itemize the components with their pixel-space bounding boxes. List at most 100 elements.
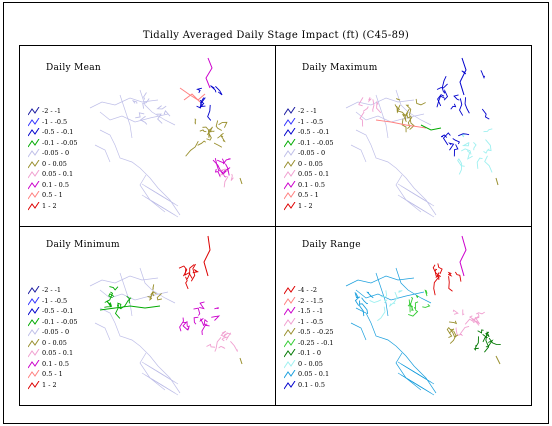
legend-label: -2 - -1 <box>298 107 317 115</box>
legend-label: -2 - -1 <box>42 107 61 115</box>
legend-swatch-icon <box>28 117 40 126</box>
bay-mesh <box>159 205 179 218</box>
legend-swatch-icon <box>28 170 40 179</box>
bay-mesh <box>159 194 179 207</box>
channel-segment <box>142 98 150 109</box>
legend-label: -0.05 - 0 <box>42 149 70 157</box>
legend-item: -0.05 - 0 <box>28 327 78 338</box>
bay-channel <box>375 94 389 139</box>
channel-segment <box>239 177 243 185</box>
channel-segment <box>369 299 382 304</box>
channel-segment <box>196 97 206 109</box>
channel-segment <box>223 332 228 338</box>
channel-segment <box>415 98 426 106</box>
channel-segment <box>218 121 228 128</box>
legend-item: -0.5 - -0.1 <box>28 127 78 138</box>
bay-channel <box>139 167 181 216</box>
channel-segment <box>239 357 243 365</box>
channel-segment <box>139 115 148 125</box>
channel-segment <box>222 158 231 165</box>
channel-segment <box>434 268 438 277</box>
legend-label: -0.05 - 0 <box>42 328 70 336</box>
legend-item: -0.5 - -0.25 <box>284 327 334 338</box>
legend-swatch-icon <box>28 296 40 305</box>
channel-segment <box>185 276 189 290</box>
channel-segment <box>475 311 485 315</box>
channel-segment <box>388 302 394 307</box>
legend-swatch-icon <box>284 328 296 337</box>
channel-segment <box>206 132 212 141</box>
channel-segment <box>459 98 464 116</box>
channel-segment <box>452 138 460 145</box>
panel-title-daily-mean: Daily Mean <box>46 63 101 73</box>
channel-segment <box>190 263 196 282</box>
channel-segment <box>461 142 470 147</box>
channel-segment <box>358 97 364 107</box>
legend-label: 0.1 - 0.5 <box>298 180 326 189</box>
legend-swatch-icon <box>284 191 296 200</box>
legend-swatch-icon <box>28 370 40 379</box>
channel-segment <box>362 106 369 112</box>
channel-segment <box>449 330 457 344</box>
legend-swatch-icon <box>284 149 296 158</box>
channel-segment <box>473 142 477 151</box>
legend-swatch-icon <box>28 191 40 200</box>
channel-segment <box>473 316 480 325</box>
legend-label: 0 - 0.05 <box>298 159 323 168</box>
channel-segment <box>432 264 441 277</box>
bay-channel <box>395 267 432 304</box>
channel-segment <box>441 75 447 93</box>
channel-segment <box>464 97 470 114</box>
channel-segment <box>462 309 465 316</box>
legend-item: -0.5 - -0.1 <box>28 306 78 317</box>
channel-segment <box>217 134 224 139</box>
legend-label: -0.25 - -0.1 <box>298 338 334 347</box>
channel-segment <box>193 316 199 325</box>
legend-swatch-icon <box>284 370 296 379</box>
legend-item: 0.5 - 1 <box>28 190 78 201</box>
channel-segment <box>483 128 493 133</box>
legend-item: -2 - -1 <box>28 285 78 296</box>
channel-segment <box>354 293 360 306</box>
legend-daily-maximum: -2 - -1 -1 - -0.5 -0.5 - -0.1 -0.1 - -0.05 -… <box>284 106 334 211</box>
channel-segment <box>366 291 374 299</box>
channel-segment <box>405 104 412 116</box>
channel-segment <box>408 309 419 317</box>
channel-segment <box>457 158 465 167</box>
channel-segment <box>485 139 492 152</box>
channel-segment <box>474 313 480 320</box>
channel-segment <box>203 318 208 325</box>
legend-label: -1 - -0.5 <box>42 117 68 126</box>
channel-segment <box>220 330 227 338</box>
bay-channel <box>355 111 425 123</box>
channel-segment <box>185 140 199 157</box>
legend-swatch-icon <box>284 296 296 305</box>
legend-label: 0.1 - 0.5 <box>42 359 70 368</box>
channel-segment <box>214 158 223 172</box>
legend-item: 0.05 - 0.1 <box>284 369 334 380</box>
channel-segment <box>481 108 490 120</box>
legend-item: 0.05 - 0.1 <box>28 169 78 180</box>
bay-mesh <box>415 205 435 218</box>
channel-segment <box>193 307 201 316</box>
channel-segment <box>223 176 229 188</box>
legend-item: 0.1 - 0.5 <box>28 359 78 370</box>
channel-segment <box>424 289 428 297</box>
legend-swatch-icon <box>28 338 40 347</box>
channel-segment <box>485 339 494 348</box>
legend-swatch-icon <box>28 286 40 295</box>
channel-segment <box>230 341 238 352</box>
channel-segment <box>392 291 398 305</box>
legend-item: -1 - -0.5 <box>284 317 334 328</box>
legend-item: -0.1 - 0 <box>284 348 334 359</box>
channel-segment <box>196 87 202 94</box>
channel-segment <box>453 94 460 101</box>
bay-channel <box>119 272 133 317</box>
channel-segment <box>422 303 431 308</box>
channel-segment <box>220 167 231 174</box>
channel-segment <box>476 157 483 169</box>
channel-segment <box>443 89 449 101</box>
channel-segment <box>192 269 199 274</box>
legend-item: 0 - 0.05 <box>28 338 78 349</box>
bay-channel <box>395 89 432 126</box>
